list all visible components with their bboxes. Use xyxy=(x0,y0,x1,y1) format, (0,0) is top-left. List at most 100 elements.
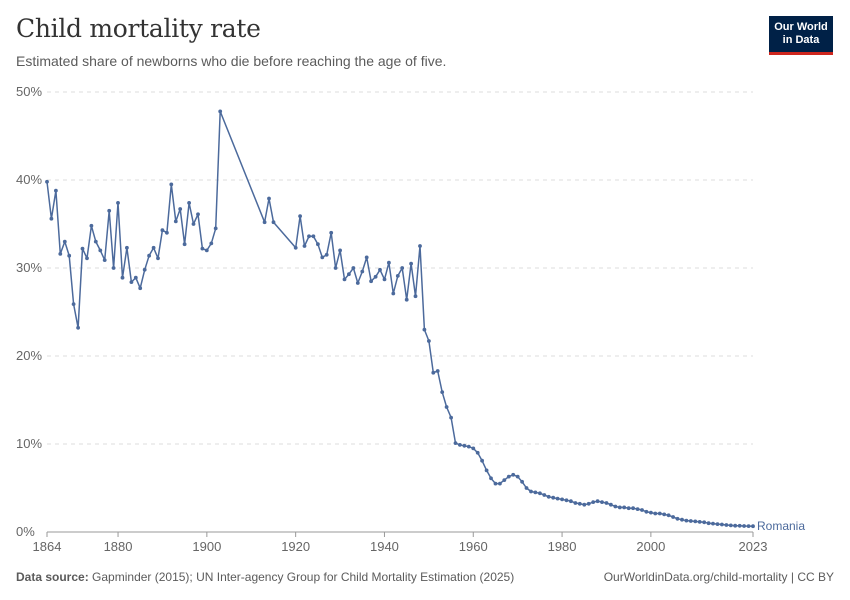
series-label-romania: Romania xyxy=(757,519,805,533)
data-point xyxy=(746,524,751,528)
data-point xyxy=(475,450,480,455)
data-point xyxy=(364,255,369,260)
data-point xyxy=(449,415,453,420)
data-point xyxy=(733,523,738,528)
data-point xyxy=(542,493,547,497)
data-point xyxy=(418,244,422,248)
data-point xyxy=(298,214,302,219)
data-point xyxy=(76,325,80,330)
data-point xyxy=(307,234,311,239)
data-point xyxy=(387,260,391,265)
data-point xyxy=(427,339,431,343)
logo-line-1: Our World xyxy=(774,21,828,33)
data-point xyxy=(742,524,746,528)
data-point xyxy=(635,507,640,511)
data-point xyxy=(102,258,107,262)
data-point xyxy=(93,239,98,244)
data-point xyxy=(129,280,134,284)
data-point xyxy=(577,501,582,506)
data-point xyxy=(751,524,755,529)
x-tick-label: 1864 xyxy=(33,539,62,554)
x-tick-label: 1960 xyxy=(459,539,488,554)
footer-source: Data source: Gapminder (2015); UN Inter-… xyxy=(16,570,514,584)
data-point xyxy=(169,182,174,187)
data-point xyxy=(267,196,271,201)
data-point xyxy=(355,281,360,285)
y-axis-ticks: 0% 10% 20% 30% 40% 50% xyxy=(16,84,42,539)
data-point xyxy=(404,297,409,302)
data-point xyxy=(711,521,715,526)
data-point xyxy=(653,511,658,516)
data-point xyxy=(329,230,334,235)
data-point xyxy=(80,246,85,251)
data-point xyxy=(378,267,382,272)
data-point xyxy=(675,516,680,521)
data-point xyxy=(604,501,609,505)
data-point xyxy=(640,508,644,512)
data-point xyxy=(156,256,160,261)
data-point xyxy=(431,370,436,375)
data-point xyxy=(586,501,591,506)
data-point xyxy=(293,245,298,250)
data-point xyxy=(626,506,631,511)
data-point xyxy=(546,494,551,499)
data-point xyxy=(688,519,693,523)
data-point xyxy=(506,474,511,479)
data-point xyxy=(502,478,507,482)
data-point xyxy=(342,277,347,282)
data-point xyxy=(218,109,223,114)
data-point xyxy=(644,509,649,514)
data-point xyxy=(422,327,427,332)
data-point xyxy=(125,245,129,250)
data-point xyxy=(728,523,733,528)
data-point xyxy=(600,500,604,504)
chart-subtitle: Estimated share of newborns who die befo… xyxy=(16,53,447,69)
data-point xyxy=(715,522,720,526)
data-point xyxy=(369,279,373,284)
source-label: Data source: xyxy=(16,570,89,584)
data-point xyxy=(533,490,538,495)
data-point xyxy=(333,266,338,270)
data-point xyxy=(165,230,169,235)
data-point xyxy=(613,504,618,509)
owid-logo[interactable]: Our World in Data xyxy=(769,16,833,55)
data-point xyxy=(49,216,54,221)
series-romania[interactable]: Romania xyxy=(45,109,805,534)
data-point xyxy=(693,519,698,524)
data-point xyxy=(684,518,689,523)
data-point xyxy=(591,500,596,504)
x-axis: 1864 1880 1900 1920 1940 1960 1980 2000 2023 xyxy=(33,531,767,554)
data-point xyxy=(462,443,467,448)
y-tick-label: 50% xyxy=(16,84,42,99)
data-point xyxy=(262,220,267,225)
data-point xyxy=(67,253,72,258)
data-point xyxy=(89,223,94,228)
x-tick-label: 2000 xyxy=(636,539,665,554)
data-point xyxy=(560,497,564,502)
data-point xyxy=(382,277,387,282)
data-point xyxy=(551,495,556,500)
data-point xyxy=(737,523,742,528)
source-text: Gapminder (2015); UN Inter-agency Group … xyxy=(92,570,515,584)
data-point xyxy=(142,267,147,272)
data-point xyxy=(116,201,120,205)
data-point xyxy=(471,446,476,451)
footer-link[interactable]: OurWorldinData.org/child-mortality | CC … xyxy=(603,570,834,584)
data-point xyxy=(204,248,209,253)
data-point xyxy=(209,241,214,246)
data-point xyxy=(413,294,418,299)
data-point xyxy=(107,208,112,213)
data-point xyxy=(151,245,156,250)
data-point xyxy=(524,486,529,490)
data-point xyxy=(435,369,440,373)
logo-line-2: in Data xyxy=(782,34,820,46)
data-point xyxy=(453,441,458,445)
data-point xyxy=(724,523,729,527)
data-point xyxy=(706,521,711,526)
data-point xyxy=(160,228,165,233)
x-tick-label: 1900 xyxy=(192,539,221,554)
data-point xyxy=(680,517,684,522)
data-point xyxy=(138,286,143,291)
data-point xyxy=(480,458,484,463)
data-point xyxy=(111,266,116,270)
